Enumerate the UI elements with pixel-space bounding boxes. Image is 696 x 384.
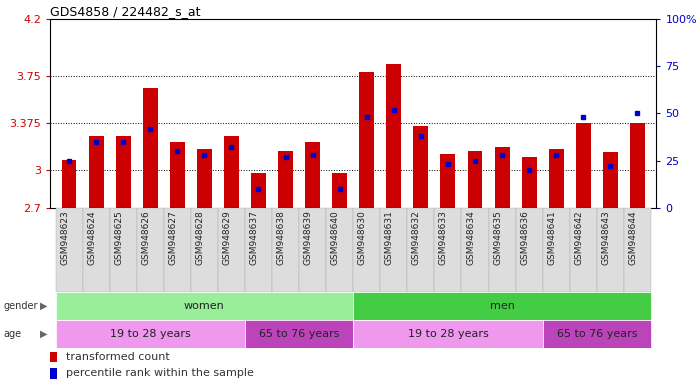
Text: GSM948641: GSM948641 xyxy=(547,210,556,265)
Text: GSM948636: GSM948636 xyxy=(520,210,529,265)
FancyBboxPatch shape xyxy=(543,208,570,292)
Bar xyxy=(576,123,591,208)
Text: GSM948623: GSM948623 xyxy=(60,210,69,265)
Text: ▶: ▶ xyxy=(40,329,47,339)
Text: GDS4858 / 224482_s_at: GDS4858 / 224482_s_at xyxy=(50,5,200,18)
Bar xyxy=(50,368,57,379)
FancyBboxPatch shape xyxy=(110,208,136,292)
Text: GSM948632: GSM948632 xyxy=(412,210,421,265)
Text: GSM948637: GSM948637 xyxy=(249,210,258,265)
Bar xyxy=(354,292,651,320)
Text: 19 to 28 years: 19 to 28 years xyxy=(408,329,489,339)
Text: GSM948642: GSM948642 xyxy=(574,210,583,265)
Text: GSM948625: GSM948625 xyxy=(114,210,123,265)
Text: GSM948629: GSM948629 xyxy=(223,210,232,265)
Bar xyxy=(354,320,543,348)
Text: men: men xyxy=(489,301,514,311)
Bar xyxy=(251,172,266,208)
Text: GSM948624: GSM948624 xyxy=(87,210,96,265)
Text: 65 to 76 years: 65 to 76 years xyxy=(259,329,340,339)
Bar xyxy=(143,88,158,208)
Text: GSM948631: GSM948631 xyxy=(385,210,394,265)
Bar xyxy=(603,152,618,208)
Bar xyxy=(56,292,354,320)
Text: GSM948633: GSM948633 xyxy=(439,210,448,265)
Text: GSM948635: GSM948635 xyxy=(493,210,502,265)
Bar xyxy=(56,320,245,348)
FancyBboxPatch shape xyxy=(380,208,407,292)
Bar xyxy=(278,151,293,208)
FancyBboxPatch shape xyxy=(245,208,272,292)
Text: GSM948639: GSM948639 xyxy=(303,210,313,265)
Bar xyxy=(245,320,354,348)
FancyBboxPatch shape xyxy=(570,208,596,292)
Text: 19 to 28 years: 19 to 28 years xyxy=(110,329,191,339)
Bar xyxy=(332,172,347,208)
FancyBboxPatch shape xyxy=(434,208,461,292)
Text: GSM948638: GSM948638 xyxy=(276,210,285,265)
Bar xyxy=(50,352,57,362)
FancyBboxPatch shape xyxy=(326,208,354,292)
Text: GSM948626: GSM948626 xyxy=(141,210,150,265)
FancyBboxPatch shape xyxy=(56,208,83,292)
FancyBboxPatch shape xyxy=(299,208,326,292)
FancyBboxPatch shape xyxy=(83,208,110,292)
Bar xyxy=(522,157,537,208)
FancyBboxPatch shape xyxy=(136,208,164,292)
FancyBboxPatch shape xyxy=(272,208,299,292)
FancyBboxPatch shape xyxy=(596,208,624,292)
Text: GSM948630: GSM948630 xyxy=(358,210,367,265)
Bar xyxy=(359,72,374,208)
Text: age: age xyxy=(3,329,22,339)
Bar xyxy=(441,154,455,208)
Text: percentile rank within the sample: percentile rank within the sample xyxy=(67,368,254,378)
FancyBboxPatch shape xyxy=(516,208,543,292)
Bar xyxy=(224,136,239,208)
Text: GSM948628: GSM948628 xyxy=(196,210,205,265)
Text: ▶: ▶ xyxy=(40,301,47,311)
Text: 65 to 76 years: 65 to 76 years xyxy=(557,329,637,339)
Bar xyxy=(543,320,651,348)
Text: gender: gender xyxy=(3,301,38,311)
Bar xyxy=(116,136,131,208)
FancyBboxPatch shape xyxy=(407,208,434,292)
Text: women: women xyxy=(184,301,225,311)
Text: GSM948643: GSM948643 xyxy=(601,210,610,265)
Bar xyxy=(386,65,402,208)
FancyBboxPatch shape xyxy=(354,208,380,292)
FancyBboxPatch shape xyxy=(191,208,218,292)
Bar xyxy=(495,147,509,208)
Text: GSM948644: GSM948644 xyxy=(628,210,638,265)
Bar xyxy=(88,136,104,208)
Bar xyxy=(468,151,482,208)
Bar xyxy=(630,123,644,208)
FancyBboxPatch shape xyxy=(624,208,651,292)
Bar xyxy=(413,126,428,208)
FancyBboxPatch shape xyxy=(164,208,191,292)
Bar xyxy=(548,149,564,208)
FancyBboxPatch shape xyxy=(218,208,245,292)
Text: GSM948634: GSM948634 xyxy=(466,210,475,265)
Bar xyxy=(170,142,184,208)
Text: GSM948627: GSM948627 xyxy=(168,210,177,265)
Bar xyxy=(197,149,212,208)
Bar xyxy=(305,142,320,208)
FancyBboxPatch shape xyxy=(461,208,489,292)
FancyBboxPatch shape xyxy=(489,208,516,292)
Text: transformed count: transformed count xyxy=(67,352,171,362)
Text: GSM948640: GSM948640 xyxy=(331,210,340,265)
Bar xyxy=(62,160,77,208)
